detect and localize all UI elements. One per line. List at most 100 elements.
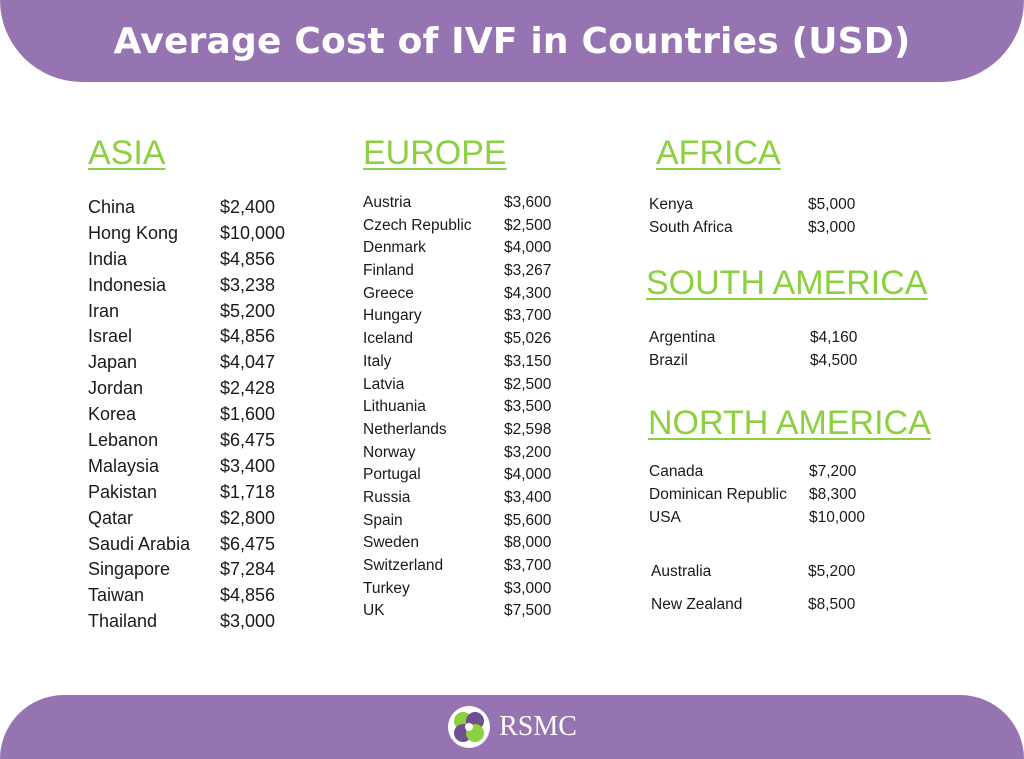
cost-value: $3,400 (504, 488, 552, 506)
list-item: Singapore $7,284 (88, 557, 285, 583)
list-item: UK $7,500 (363, 600, 551, 623)
cost-value: $7,500 (504, 602, 552, 620)
cost-value: $3,600 (504, 194, 552, 211)
country-name: Switzerland (363, 557, 444, 574)
country-name: Austria (363, 194, 412, 211)
country-name: India (88, 248, 128, 269)
cost-value: $4,856 (220, 248, 276, 269)
list-item: Russia $3,400 (363, 487, 551, 510)
cost-value: $3,500 (504, 398, 552, 416)
list-item: Qatar $2,800 (88, 506, 285, 532)
europe-list: Austria $3,600 Czech Republic $2,500 Denmark… (363, 192, 551, 623)
south-america-list: Argentina $4,160 Brazil $4,500 (649, 326, 857, 372)
country-name: South Africa (649, 219, 733, 236)
country-name: Turkey (363, 579, 410, 597)
list-item: Spain $5,600 (363, 510, 551, 533)
cost-value: $3,150 (504, 352, 552, 370)
oceania-list: Australia $5,200 New Zealand $8,500 (651, 555, 855, 621)
cost-value: $6,475 (220, 430, 276, 451)
cost-value: $4,047 (220, 352, 276, 373)
cost-value: $4,000 (504, 239, 552, 257)
africa-title: AFRICA (656, 134, 781, 172)
list-item: Finland $3,267 (363, 260, 551, 283)
cost-value: $4,000 (504, 466, 552, 484)
list-item: Thailand $3,000 (88, 609, 285, 635)
cost-value: $3,400 (220, 455, 276, 476)
country-name: Pakistan (88, 481, 158, 502)
cost-value: $8,300 (809, 486, 857, 503)
cost-value: $4,160 (810, 329, 858, 346)
list-item: Malaysia $3,400 (88, 454, 285, 480)
list-item: Iceland $5,026 (363, 328, 551, 351)
country-name: Hungary (363, 307, 422, 325)
list-item: Jordan $2,428 (88, 376, 285, 402)
list-item: New Zealand $8,500 (651, 588, 855, 621)
europe-title: EUROPE (363, 134, 507, 172)
list-item: Czech Republic $2,500 (363, 215, 551, 238)
country-name: Hong Kong (88, 222, 179, 243)
cost-value: $3,000 (504, 579, 552, 597)
cost-value: $3,267 (504, 262, 552, 280)
list-item: USA $10,000 (649, 506, 865, 529)
country-name: Netherlands (363, 420, 447, 438)
logo-text: RSMC (499, 711, 577, 742)
country-name: Norway (363, 443, 416, 461)
list-item: Israel $4,856 (88, 324, 285, 350)
country-name: Denmark (363, 239, 426, 257)
asia-title: ASIA (88, 134, 166, 172)
country-name: UK (363, 602, 385, 620)
cost-value: $1,718 (220, 481, 276, 502)
list-item: Denmark $4,000 (363, 237, 551, 260)
list-item: Austria $3,600 (363, 192, 551, 215)
clover-logo-icon (448, 706, 491, 748)
north-america-list: Canada $7,200 Dominican Republic $8,300 USA $… (649, 460, 865, 529)
cost-value: $2,500 (504, 216, 552, 234)
cost-value: $1,600 (220, 404, 276, 425)
country-name: Dominican Republic (649, 486, 787, 503)
cost-value: $5,200 (220, 300, 276, 321)
country-name: Brazil (649, 352, 688, 369)
country-name: Lithuania (363, 398, 426, 416)
country-name: Israel (88, 326, 133, 347)
country-name: Iran (88, 300, 120, 321)
country-name: Latvia (363, 375, 405, 393)
cost-value: $7,200 (809, 463, 857, 480)
cost-value: $3,700 (504, 557, 552, 574)
cost-value: $2,428 (220, 378, 276, 399)
list-item: Dominican Republic $8,300 (649, 483, 865, 506)
cost-value: $7,284 (220, 559, 276, 580)
country-name: Singapore (88, 559, 171, 580)
list-item: South Africa $3,000 (649, 216, 855, 239)
list-item: China $2,400 (88, 195, 285, 221)
list-item: Kenya $5,000 (649, 193, 855, 216)
list-item: Canada $7,200 (649, 460, 865, 483)
country-name: Finland (363, 262, 414, 280)
list-item: Indonesia $3,238 (88, 273, 285, 299)
header-banner: Average Cost of IVF in Countries (USD) (0, 0, 1024, 82)
list-item: Latvia $2,500 (363, 374, 551, 397)
cost-value: $8,500 (808, 596, 856, 613)
list-item: Hungary $3,700 (363, 305, 551, 328)
cost-value: $4,856 (220, 326, 276, 347)
list-item: Turkey $3,000 (363, 578, 551, 601)
list-item: Sweden $8,000 (363, 532, 551, 555)
country-name: Spain (363, 511, 403, 529)
country-name: Australia (651, 563, 712, 580)
north-america-title: NORTH AMERICA (648, 404, 931, 442)
list-item: Hong Kong $10,000 (88, 221, 285, 247)
country-name: Indonesia (88, 274, 167, 295)
country-name: Jordan (88, 378, 144, 399)
country-name: Taiwan (88, 585, 145, 606)
list-item: Pakistan $1,718 (88, 480, 285, 506)
list-item: Brazil $4,500 (649, 349, 857, 372)
country-name: Canada (649, 463, 704, 480)
list-item: Korea $1,600 (88, 402, 285, 428)
cost-value: $5,600 (504, 511, 552, 529)
list-item: Australia $5,200 (651, 555, 855, 588)
country-name: Korea (88, 404, 137, 425)
list-item: Netherlands $2,598 (363, 419, 551, 442)
footer-banner: RSMC (0, 695, 1024, 759)
page-title: Average Cost of IVF in Countries (USD) (113, 20, 911, 62)
cost-value: $3,700 (504, 307, 552, 325)
south-america-title: SOUTH AMERICA (646, 264, 928, 302)
